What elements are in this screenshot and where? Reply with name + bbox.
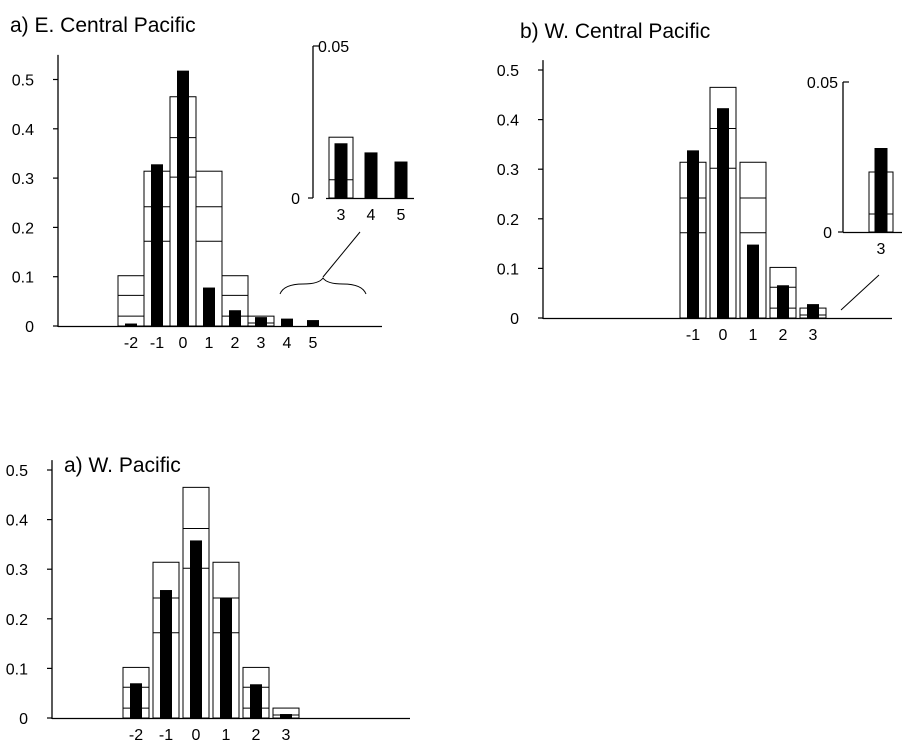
x-tick-label: 1 <box>205 335 214 352</box>
inset-data-bar <box>334 143 348 198</box>
inset-x-tick-label: 4 <box>367 207 376 224</box>
y-tick-label: 0.5 <box>497 63 519 80</box>
y-tick-label: 0.3 <box>12 171 34 188</box>
data-bar <box>151 164 163 326</box>
data-bar <box>777 285 789 318</box>
y-tick-label: 0.4 <box>497 113 519 130</box>
inset-data-bar <box>874 148 888 232</box>
x-tick-label: -1 <box>159 727 173 744</box>
x-tick-label: -2 <box>129 727 143 744</box>
data-bar <box>130 683 142 718</box>
data-bar <box>747 244 759 318</box>
chart-title: a) W. Pacific <box>64 454 181 477</box>
data-bar <box>125 323 137 326</box>
inset-y-tick-label: 0.05 <box>807 75 838 92</box>
inset-y-tick-label: 0.05 <box>318 39 349 56</box>
brace-icon <box>279 277 367 295</box>
data-bar <box>255 317 267 326</box>
y-tick-label: 0.2 <box>12 220 34 237</box>
x-tick-label: 2 <box>231 335 240 352</box>
inset-data-bar <box>364 152 378 198</box>
y-tick-label: 0.2 <box>6 612 28 629</box>
chart-e-central-pacific: a) E. Central Pacific 0 0.1 0.2 0.3 0.4 0.5 -2… <box>10 14 414 352</box>
chart-w-pacific: a) W. Pacific 0 0.1 0.2 0.3 0.4 0.5 -2 -1 0 1 2 3 <box>6 454 410 744</box>
inset-x-tick-label: 3 <box>337 207 346 224</box>
data-bar <box>190 540 202 718</box>
x-tick-label: 0 <box>192 727 201 744</box>
y-tick-label: 0.3 <box>497 162 519 179</box>
x-tick-label: 1 <box>749 327 758 344</box>
x-tick-label: 0 <box>179 335 188 352</box>
reference-bar <box>117 275 145 327</box>
x-tick-label: 3 <box>282 727 291 744</box>
chart-w-central-pacific: b) W. Central Pacific 0 0.1 0.2 0.3 0.4 0.5 -1… <box>497 20 902 344</box>
inset-x-tick-label: 3 <box>877 241 886 258</box>
data-bar <box>220 597 232 718</box>
y-tick-label: 0.1 <box>6 661 28 678</box>
data-bar <box>177 70 189 326</box>
y-tick-label: 0.2 <box>497 212 519 229</box>
y-tick-label: 0.3 <box>6 562 28 579</box>
y-tick-label: 0.5 <box>12 73 34 90</box>
x-tick-label: -1 <box>150 335 164 352</box>
x-tick-label: 5 <box>309 335 318 352</box>
data-bar <box>229 310 241 326</box>
inset-y-tick-label: 0 <box>823 225 832 242</box>
x-tick-label: 3 <box>257 335 266 352</box>
y-tick-label: 0.4 <box>6 513 28 530</box>
inset-y-tick-label: 0 <box>291 191 300 208</box>
data-bar <box>307 320 319 326</box>
y-tick-label: 0.5 <box>6 463 28 480</box>
x-tick-label: -2 <box>124 335 138 352</box>
chart-title: a) E. Central Pacific <box>10 14 196 37</box>
chart-title: b) W. Central Pacific <box>520 20 710 43</box>
x-tick-label: 4 <box>283 335 292 352</box>
inset-chart: 0 0.05 3 4 5 <box>291 39 414 224</box>
inset-chart: 0 0.05 3 <box>807 75 902 258</box>
y-tick-label: 0 <box>25 319 34 336</box>
data-bar <box>717 108 729 318</box>
y-tick-label: 0.4 <box>12 122 34 139</box>
x-tick-label: 1 <box>222 727 231 744</box>
y-tick-label: 0 <box>19 711 28 728</box>
x-tick-label: 0 <box>719 327 728 344</box>
inset-connector-line <box>322 231 361 278</box>
y-tick-label: 0.1 <box>12 270 34 287</box>
x-tick-label: -1 <box>686 327 700 344</box>
data-bar <box>280 714 292 718</box>
inset-x-tick-label: 5 <box>397 207 406 224</box>
data-bar <box>203 287 215 326</box>
data-bar <box>687 150 699 318</box>
x-tick-label: 3 <box>809 327 818 344</box>
y-tick-label: 0.1 <box>497 261 519 278</box>
inset-data-bar <box>394 161 408 198</box>
x-tick-label: 2 <box>252 727 261 744</box>
inset-connector-line <box>840 274 880 311</box>
data-bar <box>807 304 819 318</box>
x-tick-label: 2 <box>779 327 788 344</box>
y-tick-label: 0 <box>510 311 519 328</box>
data-bar <box>160 590 172 718</box>
data-bar <box>250 684 262 718</box>
data-bar <box>281 318 293 326</box>
